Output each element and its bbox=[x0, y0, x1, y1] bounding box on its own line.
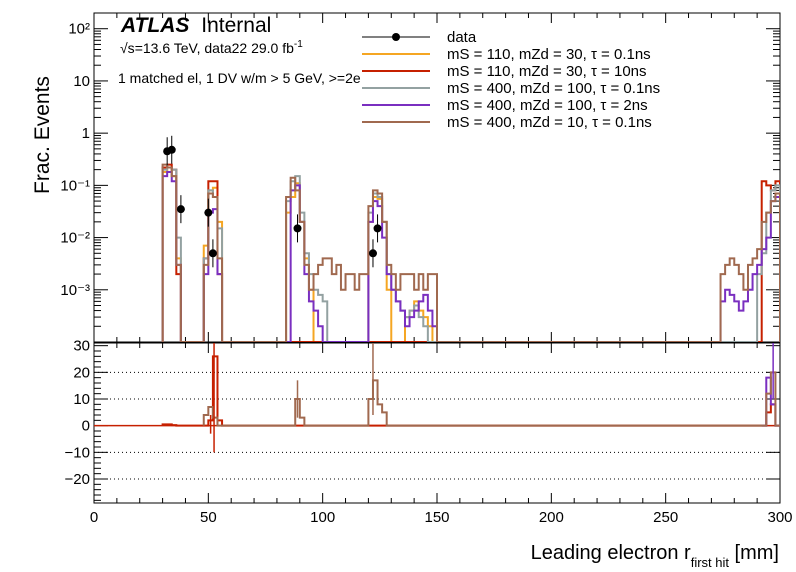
legend-entry-label: mS = 400, mZd = 10, τ = 0.1ns bbox=[447, 114, 652, 131]
data-point bbox=[208, 249, 217, 258]
lumi-exponent: -1 bbox=[294, 39, 303, 50]
ratio-y-tick-label: 0 bbox=[82, 418, 90, 435]
histogram-series-5 bbox=[161, 163, 780, 342]
x-tick-label: 150 bbox=[424, 509, 449, 526]
ratio-y-tick-label: 20 bbox=[73, 364, 90, 381]
main-panel-ticks: 10² 10 1 10⁻¹ 10⁻² 10⁻³ bbox=[60, 13, 781, 342]
data-point bbox=[373, 224, 382, 233]
y-tick-label: 10² bbox=[68, 21, 90, 38]
ratio-y-tick-label: −10 bbox=[65, 444, 90, 461]
data-point bbox=[293, 224, 302, 233]
ratio-y-tick-label: 30 bbox=[73, 338, 90, 355]
ratio-series-0 bbox=[161, 355, 780, 427]
data-point bbox=[167, 145, 176, 154]
selection-label: 1 matched el, 1 DV w/m > 5 GeV, >=2e bbox=[118, 70, 361, 86]
x-tick-label: 100 bbox=[310, 509, 335, 526]
histogram-series-4 bbox=[161, 171, 780, 342]
y-axis-label: Frac. Events bbox=[31, 76, 54, 194]
x-tick-label: 50 bbox=[200, 509, 217, 526]
data-point bbox=[368, 249, 377, 258]
energy-lumi-text: =13.6 TeV, data22 29.0 fb bbox=[135, 40, 294, 56]
y-tick-label: 10⁻² bbox=[60, 230, 90, 247]
x-axis-label-sub: first hit bbox=[691, 555, 730, 570]
main-panel-data-points bbox=[163, 135, 382, 268]
x-tick-label: 0 bbox=[90, 509, 98, 526]
y-tick-label: 10 bbox=[73, 73, 90, 90]
x-axis-label: Leading electron rfirst hit [mm] bbox=[531, 542, 779, 570]
ratio-panel-error-bars bbox=[209, 343, 774, 453]
x-axis-label-main: Leading electron r bbox=[531, 542, 691, 564]
energy-lumi-label: √s=13.6 TeV, data22 29.0 fb-1 bbox=[120, 39, 303, 56]
sqrt-s: √s bbox=[120, 40, 135, 56]
ratio-y-tick-label: −20 bbox=[65, 471, 90, 488]
x-tick-label: 200 bbox=[539, 509, 564, 526]
legend-entry-label: mS = 110, mZd = 30, τ = 0.1ns bbox=[447, 46, 651, 63]
data-point bbox=[176, 205, 185, 214]
y-tick-label: 10⁻¹ bbox=[60, 177, 90, 194]
legend-data-marker bbox=[392, 33, 400, 41]
x-axis-label-unit: [mm] bbox=[729, 542, 779, 564]
data-point bbox=[204, 208, 213, 217]
atlas-status: Internal bbox=[201, 14, 271, 37]
atlas-brand: ATLAS bbox=[120, 14, 189, 37]
atlas-label: ATLAS Internal bbox=[120, 14, 271, 37]
x-tick-label: 250 bbox=[653, 509, 678, 526]
legend-entry-label: mS = 400, mZd = 100, τ = 2ns bbox=[447, 97, 648, 114]
legend-entry-label: mS = 400, mZd = 100, τ = 0.1ns bbox=[447, 80, 660, 97]
legend-entry-label: mS = 110, mZd = 30, τ = 10ns bbox=[447, 63, 647, 80]
legend-entry-label: data bbox=[447, 29, 477, 46]
ratio-y-tick-label: 10 bbox=[73, 391, 90, 408]
y-tick-label: 1 bbox=[82, 125, 90, 142]
y-tick-label: 10⁻³ bbox=[60, 282, 90, 299]
x-tick-label: 300 bbox=[767, 509, 792, 526]
